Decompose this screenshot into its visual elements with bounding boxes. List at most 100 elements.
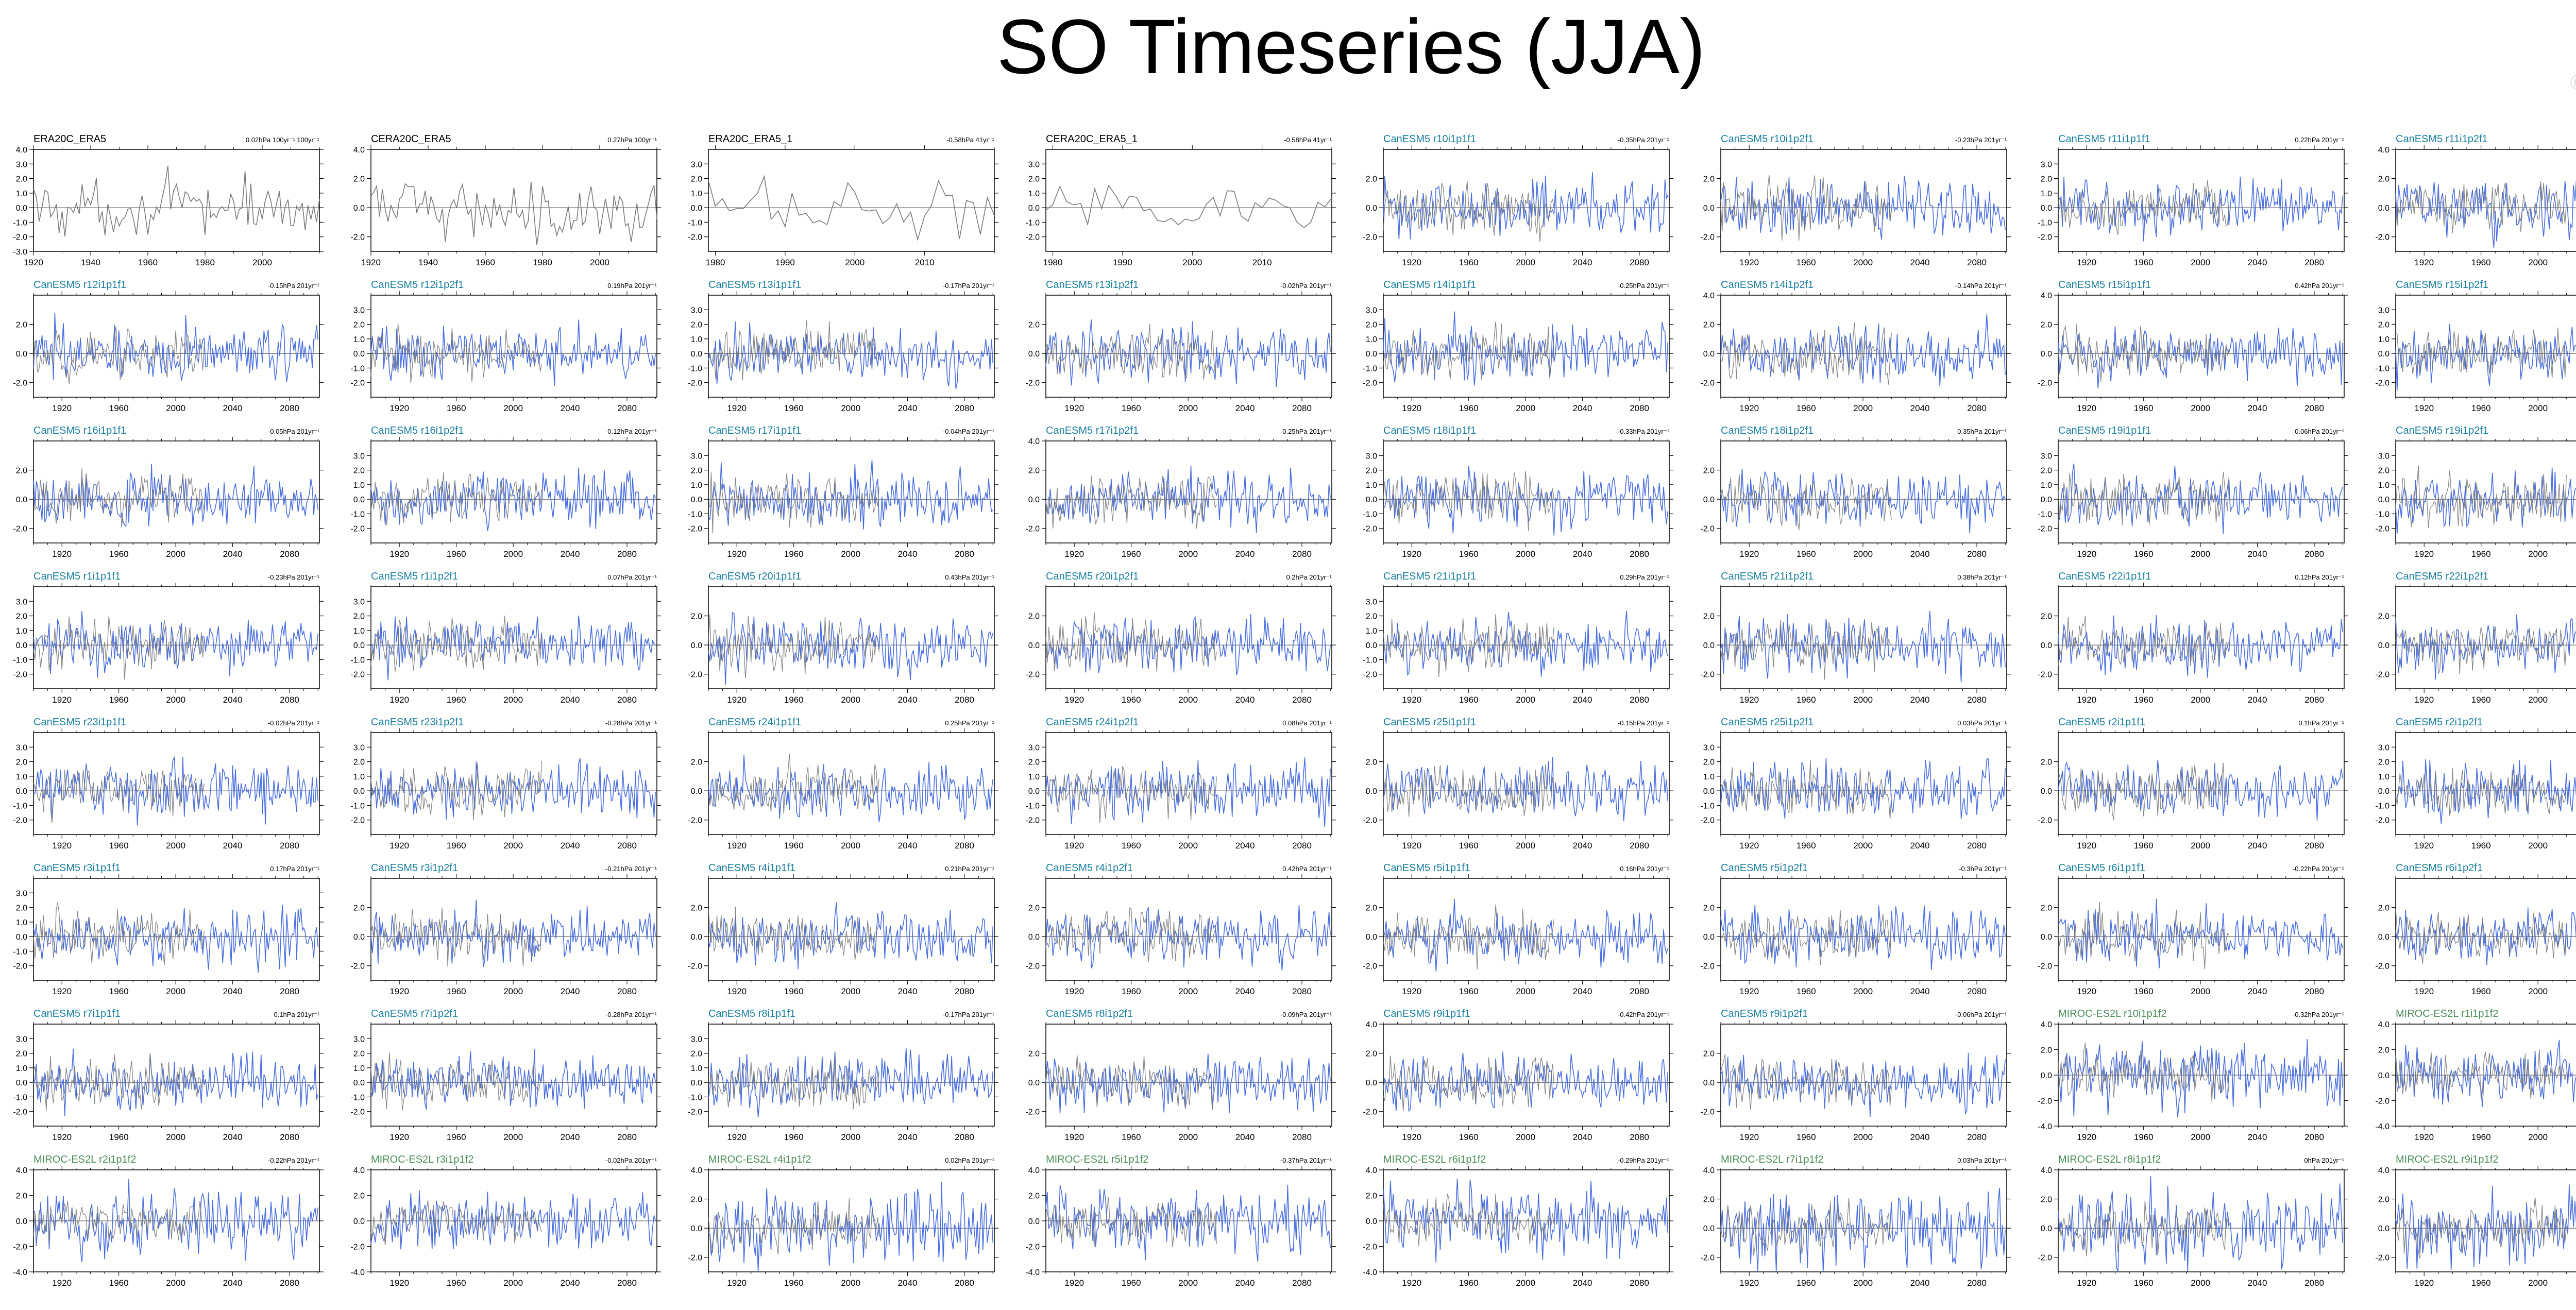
- x-tick-label: 2000: [503, 1278, 523, 1288]
- panel: CanESM5 r17i1p2f1 0.25hPa 201yr⁻¹ 4.0 2.0 0.…: [1025, 425, 1336, 559]
- panel: CanESM5 r12i1p2f1 0.19hPa 201yr⁻¹ 3.0 2.0 1.…: [350, 279, 661, 413]
- x-tick-label: 1920: [1739, 841, 1759, 850]
- obs-overlay-line: [1045, 907, 1217, 963]
- x-tick-label: 2000: [1182, 258, 1202, 267]
- y-tick-label: 0.0: [16, 496, 27, 504]
- x-tick-label: 1960: [1797, 986, 1816, 996]
- x-tick-label: 2000: [1178, 1278, 1198, 1288]
- panel-title: CanESM5 r25i1p1f1: [1383, 717, 1476, 728]
- panel: CanESM5 r2i1p1f1 0.1hPa 201yr⁻¹ 2.0 0.0 -2.0…: [2038, 717, 2348, 850]
- x-tick-label: 2040: [2248, 258, 2267, 267]
- panel-frame: [370, 586, 657, 689]
- panel-frame: [708, 878, 995, 981]
- x-tick-label: 2040: [898, 695, 918, 705]
- x-tick-label: 2040: [1910, 986, 1930, 996]
- obs-overlay-line: [2395, 327, 2567, 378]
- y-tick-label: 2.0: [1028, 904, 1040, 913]
- panel-trend-label: -0.23hPa 201yr⁻¹: [1955, 136, 2007, 144]
- y-tick-label: 0.0: [1366, 1079, 1377, 1087]
- model-series-line: [708, 460, 993, 530]
- y-tick-label: -1.0: [350, 656, 365, 665]
- obs-overlay-line: [2058, 902, 2229, 969]
- panel-title: MIROC-ES2L r1i1p1f2: [2396, 1008, 2498, 1019]
- panel-title: CanESM5 r8i1p1f1: [708, 1008, 795, 1019]
- x-tick-label: 1920: [389, 986, 409, 996]
- x-tick-label: 1960: [109, 986, 129, 996]
- panel-frame: [1045, 878, 1332, 981]
- y-tick-label: -2.0: [688, 1254, 702, 1263]
- y-tick-label: -2.0: [2375, 1097, 2389, 1106]
- x-tick-label: 2000: [841, 695, 860, 705]
- x-tick-label: 2040: [1910, 549, 1930, 559]
- panel-trend-label: 0.02hPa 201yr⁻¹: [945, 1156, 994, 1164]
- x-tick-label: 2040: [223, 1132, 243, 1142]
- x-tick-label: 1920: [1402, 1132, 1421, 1142]
- panel-frame: [1720, 440, 2007, 543]
- x-tick-label: 1960: [109, 695, 129, 705]
- model-series-line: [370, 319, 656, 386]
- y-tick-label: -2.0: [1700, 525, 1715, 534]
- model-series-line: [2395, 614, 2576, 680]
- x-tick-label: 1920: [2414, 258, 2434, 267]
- x-tick-label: 2000: [166, 1132, 185, 1142]
- y-tick-label: 4.0: [353, 1166, 365, 1175]
- y-tick-label: 2.0: [353, 1050, 365, 1059]
- x-tick-label: 1960: [1797, 403, 1816, 413]
- panel-title: CanESM5 r17i1p2f1: [1046, 425, 1139, 436]
- panel-trend-label: 0.38hPa 201yr⁻¹: [1957, 573, 2007, 581]
- y-tick-label: -2.0: [2375, 233, 2389, 242]
- obs-overlay-line: [2058, 180, 2229, 235]
- panel-frame: [1720, 295, 2007, 398]
- panel-frame: [33, 295, 320, 398]
- y-tick-label: 0.0: [16, 933, 27, 942]
- panel: CanESM5 r11i1p1f1 0.22hPa 201yr⁻¹ 3.0 2.0 1.…: [2038, 133, 2348, 267]
- x-tick-label: 1920: [2414, 403, 2434, 413]
- y-tick-label: 0.0: [691, 496, 702, 504]
- model-series-line: [370, 1049, 656, 1110]
- panel: CanESM5 r7i1p1f1 0.1hPa 201yr⁻¹ 3.0 2.0 1.0 0…: [13, 1008, 324, 1142]
- x-tick-label: 2080: [1967, 841, 1987, 850]
- y-tick-label: 2.0: [1366, 175, 1377, 184]
- panel: CERA20C_ERA5_1 -0.58hPa 41yr⁻¹ 3.0 2.0 1.0 0.…: [1025, 133, 1336, 267]
- y-tick-label: 0.0: [2378, 1224, 2389, 1233]
- y-tick-label: 0.0: [1028, 1217, 1040, 1226]
- x-tick-label: 2040: [2248, 403, 2267, 413]
- x-tick-label: 1960: [1122, 695, 1141, 705]
- y-tick-label: 2.0: [2041, 321, 2052, 330]
- panel-title: CanESM5 r16i1p2f1: [371, 425, 464, 436]
- panel-frame: [708, 440, 995, 543]
- y-tick-label: 2.0: [691, 758, 702, 767]
- y-tick-label: 0.0: [353, 933, 365, 942]
- panel-title: CanESM5 r3i1p2f1: [371, 862, 458, 874]
- model-series-line: [2058, 1176, 2343, 1272]
- x-tick-label: 1920: [2077, 1278, 2096, 1288]
- y-tick-label: 0.0: [1028, 1079, 1040, 1087]
- x-tick-label: 1960: [1797, 841, 1816, 850]
- x-tick-label: 1920: [1402, 695, 1421, 705]
- x-tick-label: 2040: [1573, 986, 1592, 996]
- y-tick-label: 0.0: [2378, 204, 2389, 213]
- y-tick-label: -2.0: [13, 525, 27, 534]
- x-tick-label: 1980: [533, 258, 552, 267]
- x-tick-label: 2000: [2528, 403, 2548, 413]
- panel-frame: [1045, 1024, 1332, 1127]
- model-series-line: [708, 321, 993, 389]
- y-tick-label: 2.0: [2378, 904, 2389, 913]
- x-tick-label: 2040: [561, 1278, 580, 1288]
- y-tick-label: 2.0: [1028, 758, 1040, 767]
- obs-overlay-line: [370, 760, 542, 821]
- x-tick-label: 2040: [561, 549, 580, 559]
- panel-trend-label: 0.12hPa 201yr⁻¹: [607, 428, 657, 435]
- y-tick-label: 0.0: [2378, 496, 2389, 504]
- panel: CanESM5 r22i1p1f1 0.12hPa 201yr⁻¹ 2.0 0.0 -2…: [2038, 571, 2348, 705]
- x-tick-label: 1920: [389, 841, 409, 850]
- y-tick-label: 3.0: [16, 743, 27, 752]
- y-tick-label: 1.0: [691, 190, 702, 198]
- x-tick-label: 2080: [1292, 695, 1312, 705]
- panel-trend-label: -0.02hPa 201yr⁻¹: [1280, 282, 1332, 290]
- y-tick-label: 0.0: [1028, 496, 1040, 504]
- y-tick-label: -4.0: [1025, 1268, 1040, 1277]
- y-tick-label: 0.0: [1028, 350, 1040, 359]
- obs-overlay-line: [1383, 1056, 1554, 1112]
- panel-trend-label: 0.06hPa 201yr⁻¹: [2295, 428, 2344, 435]
